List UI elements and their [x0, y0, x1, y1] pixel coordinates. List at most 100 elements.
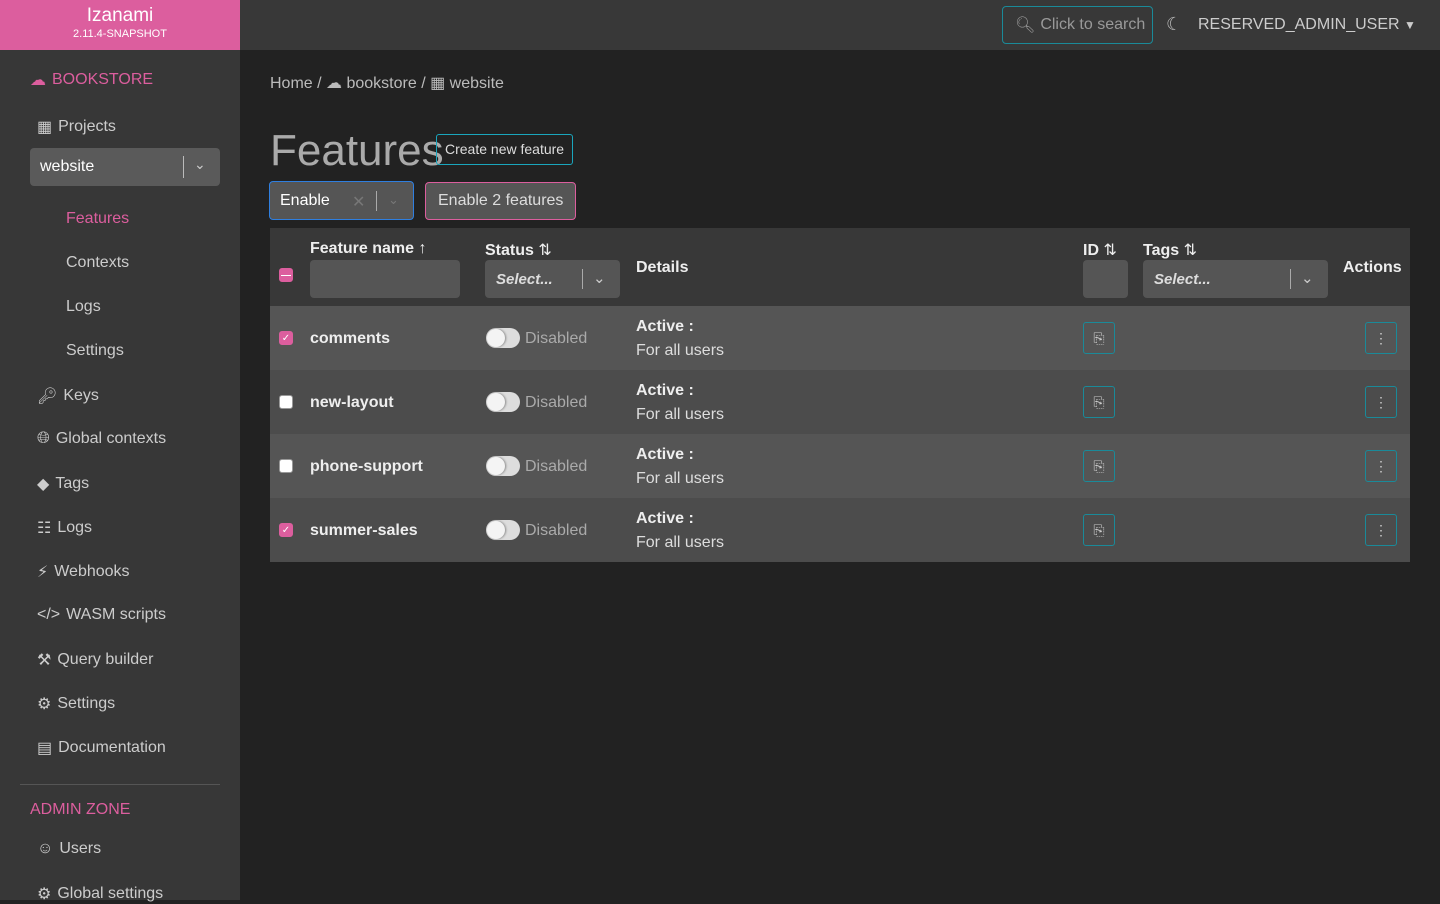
status-filter-select[interactable]: Select... ⌄ — [485, 260, 620, 298]
header-tags[interactable]: Tags ⇅ — [1143, 240, 1197, 260]
breadcrumb-tenant[interactable]: bookstore — [346, 75, 417, 92]
label: Settings — [57, 695, 116, 712]
tag-icon: ◆ — [37, 476, 50, 493]
sidebar-item-tags[interactable]: ◆ Tags — [37, 474, 89, 494]
more-vertical-icon: ⋮ — [1374, 458, 1388, 474]
feature-name[interactable]: new-layout — [310, 394, 394, 411]
sidebar-item-contexts[interactable]: Contexts — [66, 254, 130, 271]
details-text: For all users — [636, 534, 725, 551]
label: WASM scripts — [66, 606, 166, 623]
id-filter-input[interactable] — [1083, 260, 1128, 298]
details-title: Active : — [636, 318, 694, 335]
placeholder: Select... — [496, 271, 553, 288]
sidebar-item-documentation[interactable]: ▤ Documentation — [37, 738, 166, 758]
status-toggle[interactable] — [486, 392, 520, 412]
more-vertical-icon: ⋮ — [1374, 394, 1388, 410]
status-label: Disabled — [525, 458, 588, 475]
label: Webhooks — [54, 563, 130, 580]
status-label: Disabled — [525, 330, 588, 347]
header-id[interactable]: ID ⇅ — [1083, 240, 1117, 260]
details-title: Active : — [636, 510, 694, 527]
status-toggle[interactable] — [486, 456, 520, 476]
app-brand[interactable]: Izanami 2.11.4-SNAPSHOT — [0, 0, 240, 50]
name-filter-input[interactable] — [310, 260, 460, 298]
select-all-checkbox[interactable]: — — [279, 268, 293, 282]
sidebar-item-features[interactable]: Features — [66, 210, 130, 227]
label: Documentation — [58, 739, 166, 756]
features-table: — Feature name ↑ Status ⇅ Select... ⌄ Det… — [270, 228, 1410, 562]
search-icon: 🔍︎ — [1015, 17, 1036, 34]
sort-icon: ⇅ — [538, 242, 552, 259]
header-status[interactable]: Status ⇅ — [485, 240, 552, 260]
page-title: Features — [270, 126, 444, 175]
plug-icon: ⚡︎ — [37, 564, 49, 581]
book-icon: ▤ — [37, 740, 53, 757]
sidebar-tenant[interactable]: ☁ BOOKSTORE — [30, 70, 153, 90]
row-checkbox[interactable]: ✓ — [279, 331, 293, 345]
projects-label: Projects — [58, 118, 116, 135]
row-checkbox[interactable]: ✓ — [279, 523, 293, 537]
sidebar-item-projects[interactable]: ▦ Projects — [37, 117, 116, 137]
divider — [582, 269, 583, 289]
divider — [183, 156, 184, 178]
sidebar-item-project-settings[interactable]: Settings — [66, 342, 124, 359]
header-name[interactable]: Feature name ↑ — [310, 240, 427, 258]
feature-name[interactable]: summer-sales — [310, 522, 418, 539]
sidebar-item-webhooks[interactable]: ⚡︎ Webhooks — [37, 562, 130, 582]
status-toggle[interactable] — [486, 328, 520, 348]
label: Global settings — [57, 885, 164, 902]
label: Query builder — [57, 651, 154, 668]
header-label: Status — [485, 242, 534, 259]
sidebar-item-logs[interactable]: Logs — [66, 298, 101, 315]
copy-id-button[interactable]: ⎘ — [1083, 450, 1115, 482]
label: Keys — [63, 387, 99, 404]
user-name: RESERVED_ADMIN_USER — [1198, 16, 1400, 33]
project-select[interactable]: website ⌄ — [30, 148, 220, 186]
cloud-icon: ☁ — [326, 75, 343, 92]
copy-id-button[interactable]: ⎘ — [1083, 514, 1115, 546]
topbar: 🔍︎ Click to search ☾ RESERVED_ADMIN_USER … — [240, 0, 1440, 50]
breadcrumb-home[interactable]: Home — [270, 75, 313, 92]
breadcrumb-project[interactable]: website — [449, 75, 504, 92]
chevron-down-icon: ⌄ — [194, 156, 206, 172]
sidebar-item-keys[interactable]: 🔑︎ Keys — [37, 386, 99, 406]
sidebar-item-global-logs[interactable]: ☷ Logs — [37, 518, 92, 538]
sidebar-item-global-contexts[interactable]: 🌐︎ Global contexts — [37, 430, 166, 448]
search-button[interactable]: 🔍︎ Click to search — [1002, 6, 1153, 44]
copy-id-button[interactable]: ⎘ — [1083, 386, 1115, 418]
label: Logs — [57, 519, 93, 536]
clear-icon[interactable]: ✕ — [352, 194, 366, 211]
details-text: For all users — [636, 406, 725, 423]
user-menu[interactable]: RESERVED_ADMIN_USER ▼ — [1198, 16, 1416, 34]
create-feature-button[interactable]: Create new feature — [436, 134, 574, 165]
feature-name[interactable]: comments — [310, 330, 391, 347]
feature-name[interactable]: phone-support — [310, 458, 423, 475]
bulk-action-select[interactable]: Enable ✕ ⌄ — [269, 181, 414, 220]
sidebar-item-settings[interactable]: ⚙︎ Settings — [37, 694, 115, 714]
status-label: Disabled — [525, 522, 588, 539]
sidebar-item-query-builder[interactable]: ⚒︎ Query builder — [37, 650, 153, 670]
caret-down-icon: ▼ — [1404, 18, 1416, 32]
actions-menu-button[interactable]: ⋮ — [1365, 386, 1397, 418]
header-label: Feature name — [310, 240, 415, 257]
actions-menu-button[interactable]: ⋮ — [1365, 322, 1397, 354]
moon-icon[interactable]: ☾ — [1166, 14, 1183, 34]
status-toggle[interactable] — [486, 520, 520, 540]
table-body: ✓ comments Disabled Active : For all use… — [270, 306, 1410, 562]
details-title: Active : — [636, 382, 694, 399]
actions-menu-button[interactable]: ⋮ — [1365, 450, 1397, 482]
row-checkbox[interactable] — [279, 395, 293, 409]
actions-menu-button[interactable]: ⋮ — [1365, 514, 1397, 546]
row-checkbox[interactable] — [279, 459, 293, 473]
sidebar-item-global-settings[interactable]: ⚙︎ Global settings — [37, 884, 163, 904]
bulk-apply-button[interactable]: Enable 2 features — [425, 182, 577, 220]
more-vertical-icon: ⋮ — [1374, 522, 1388, 538]
header-label: ID — [1083, 242, 1099, 259]
copy-id-button[interactable]: ⎘ — [1083, 322, 1115, 354]
header-actions: Actions — [1343, 259, 1402, 276]
search-label: Click to search — [1040, 16, 1146, 33]
clipboard-icon: ⎘ — [1093, 458, 1105, 474]
sidebar-item-users[interactable]: ☺︎ Users — [37, 840, 101, 858]
tags-filter-select[interactable]: Select... ⌄ — [1143, 260, 1328, 298]
sidebar-item-wasm[interactable]: </> WASM scripts — [37, 606, 166, 624]
